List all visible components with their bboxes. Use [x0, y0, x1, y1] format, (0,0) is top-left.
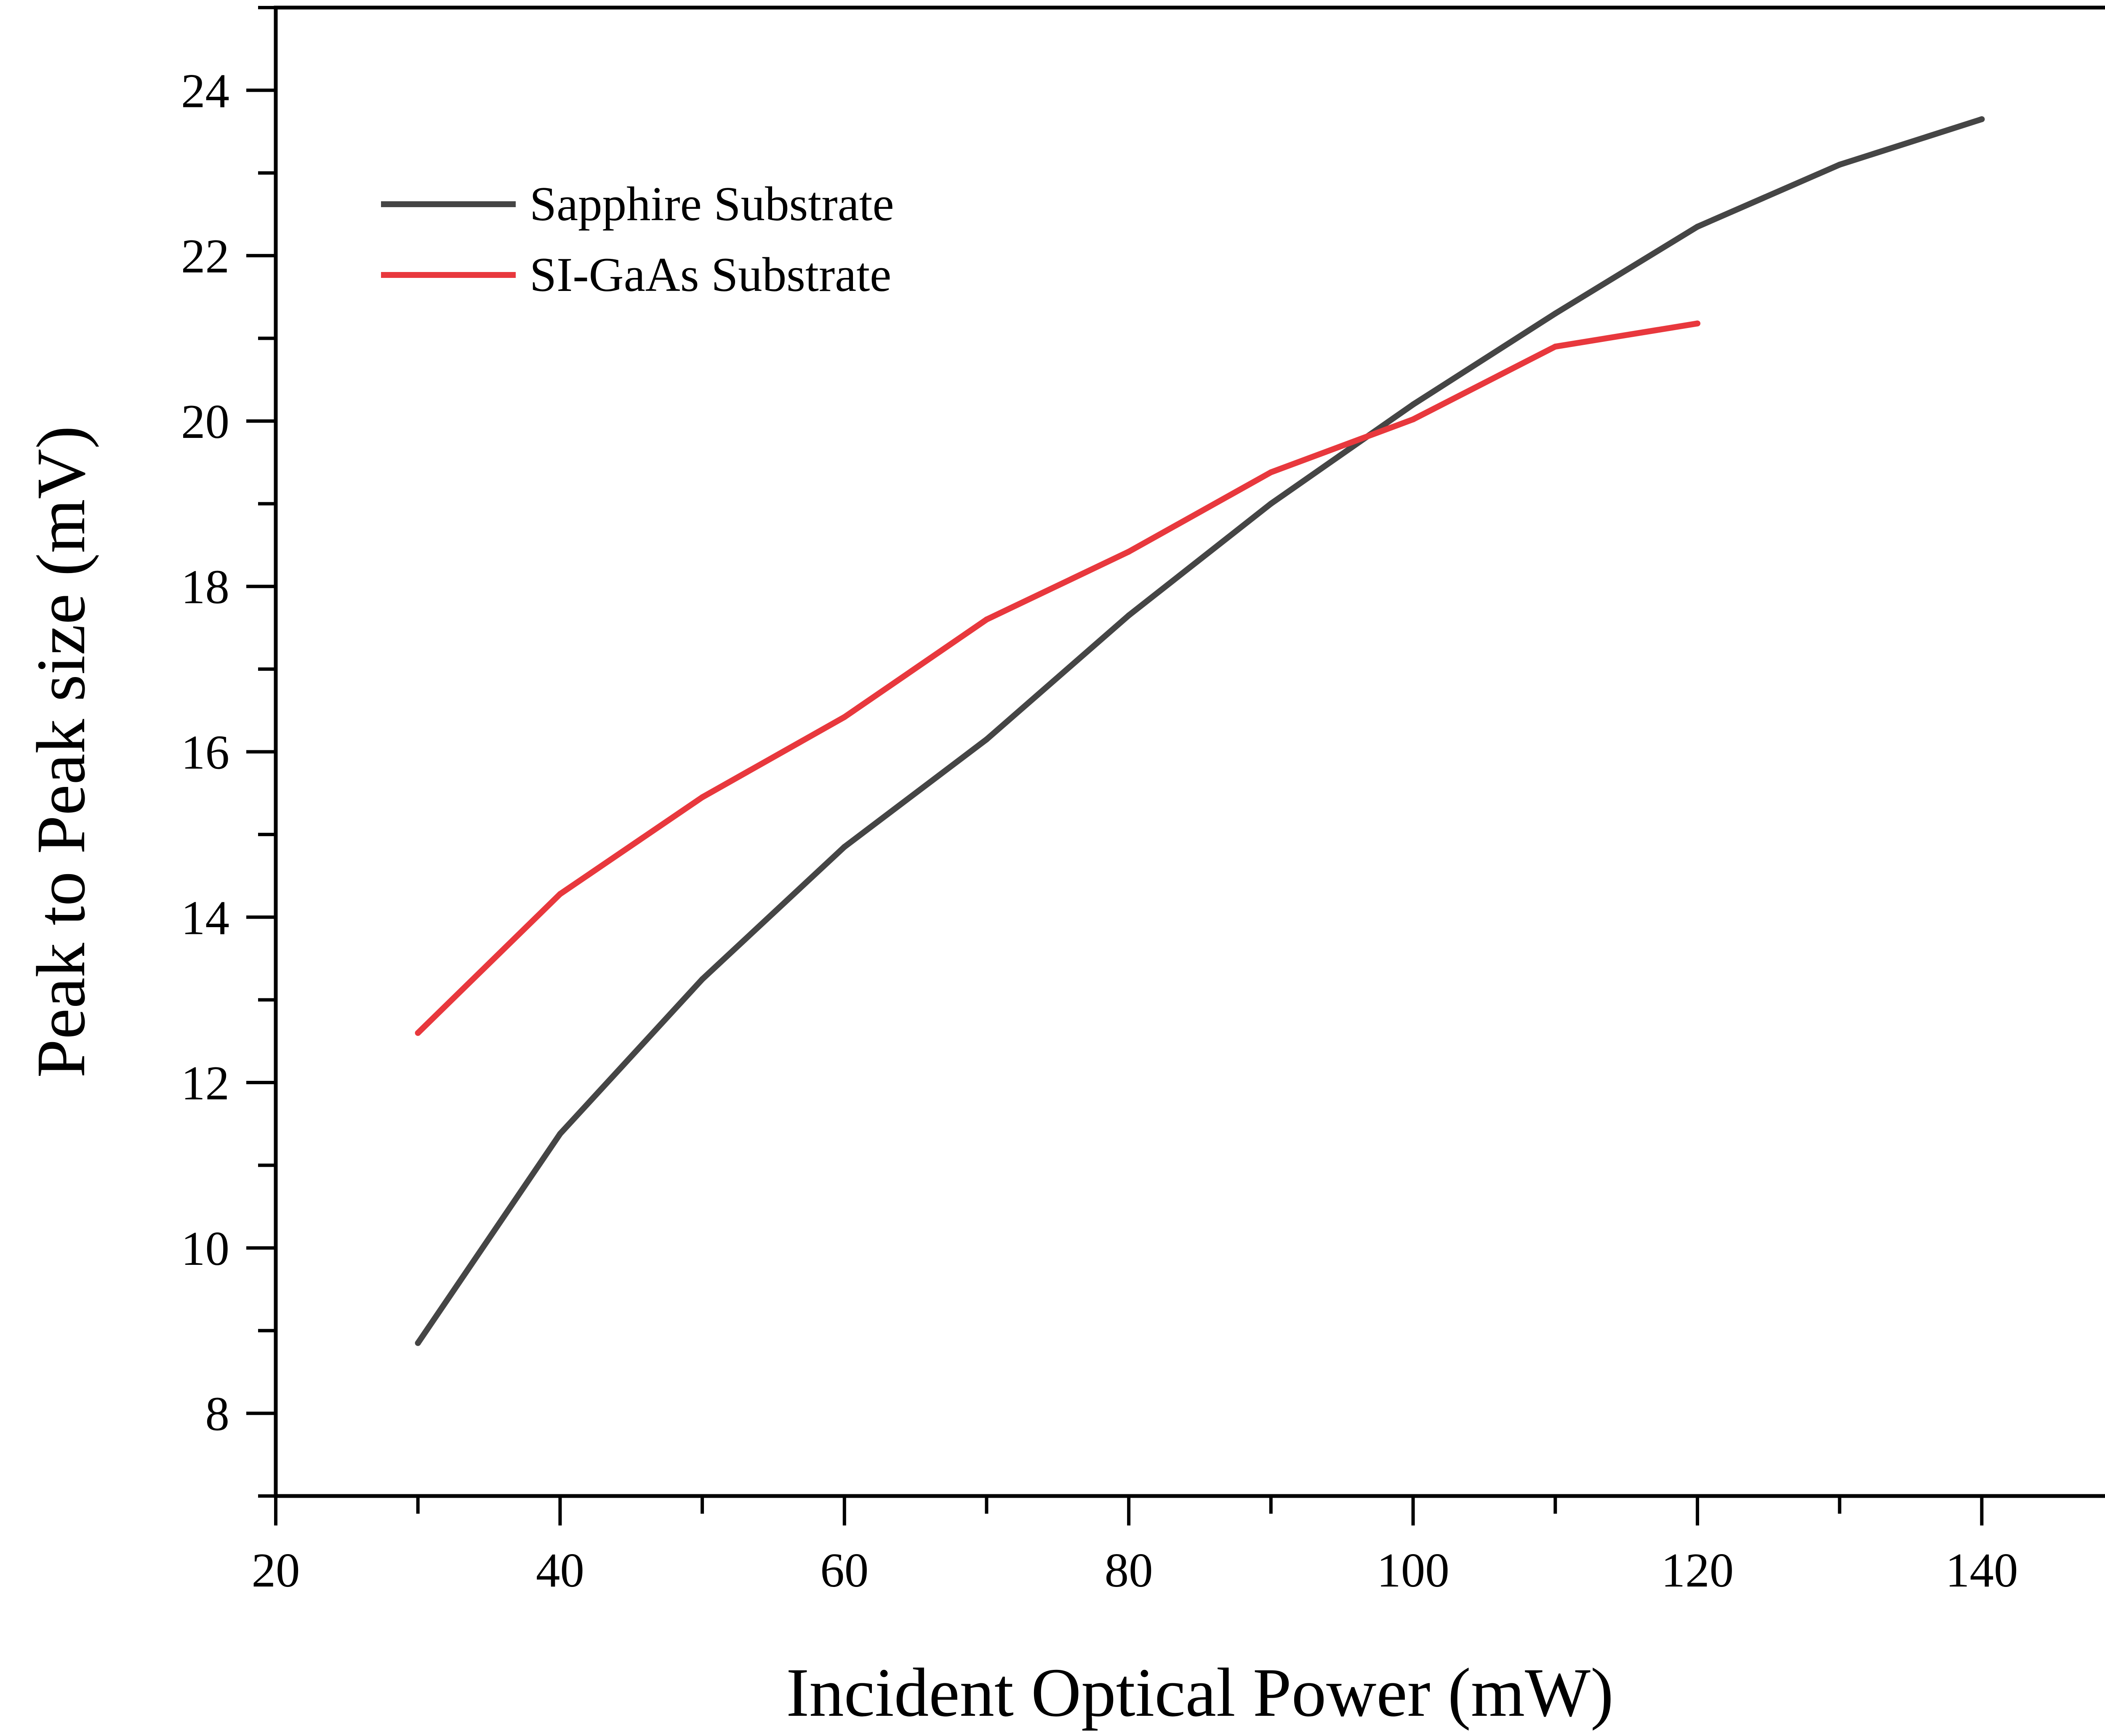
x-tick-label: 20 — [252, 1544, 300, 1597]
data-point — [983, 616, 990, 623]
y-tick-label: 18 — [181, 560, 229, 614]
data-point — [1410, 416, 1416, 423]
y-tick-label: 20 — [181, 395, 229, 448]
data-point — [841, 844, 847, 850]
data-point — [1126, 612, 1132, 619]
data-point — [1836, 162, 1843, 168]
data-point — [415, 1030, 421, 1036]
data-point — [1126, 549, 1132, 555]
data-point — [1979, 116, 1985, 123]
plot-frame — [274, 5, 2105, 1498]
x-tick-label: 60 — [820, 1544, 869, 1597]
x-tick-label: 40 — [536, 1544, 584, 1597]
x-axis-title: Incident Optical Power (mW) — [786, 1654, 1614, 1731]
series-line — [415, 320, 1700, 1036]
legend: Sapphire Substrate SI-GaAs Substrate — [381, 177, 894, 301]
data-point — [1552, 344, 1559, 350]
data-point — [1268, 501, 1274, 507]
x-tick-label: 100 — [1377, 1544, 1450, 1597]
legend-label: Sapphire Substrate — [530, 177, 894, 231]
plot-area — [274, 5, 2105, 1498]
data-point — [983, 736, 990, 743]
y-tick-label: 10 — [181, 1222, 229, 1275]
data-point — [1410, 401, 1416, 408]
y-tick-label: 14 — [181, 891, 229, 944]
data-point — [557, 891, 563, 897]
data-point — [1694, 320, 1700, 327]
y-tick-label: 16 — [181, 726, 229, 779]
legend-label: SI-GaAs Substrate — [530, 248, 891, 301]
x-tick-label: 80 — [1105, 1544, 1153, 1597]
data-point — [1268, 469, 1274, 475]
data-point — [1552, 310, 1559, 317]
data-point — [699, 794, 706, 800]
series-line — [415, 116, 1985, 1346]
y-tick-label: 24 — [181, 64, 229, 117]
axes-layer: 20 40 60 80 100 120 140 8 10 12 14 16 18 20 22 24 — [181, 6, 2018, 1597]
data-point — [841, 714, 847, 720]
y-tick-label: 12 — [181, 1056, 229, 1110]
y-axis-title: Peak to Peak size (mV) — [22, 426, 99, 1078]
data-point — [1694, 224, 1700, 230]
y-tick-label: 22 — [181, 229, 229, 283]
data-point — [557, 1131, 563, 1137]
data-point — [699, 976, 706, 982]
x-tick-label: 140 — [1945, 1544, 2018, 1597]
x-tick-label: 120 — [1661, 1544, 1734, 1597]
y-tick-label: 8 — [205, 1387, 230, 1441]
series-layer — [415, 116, 1985, 1346]
data-point — [415, 1340, 421, 1346]
